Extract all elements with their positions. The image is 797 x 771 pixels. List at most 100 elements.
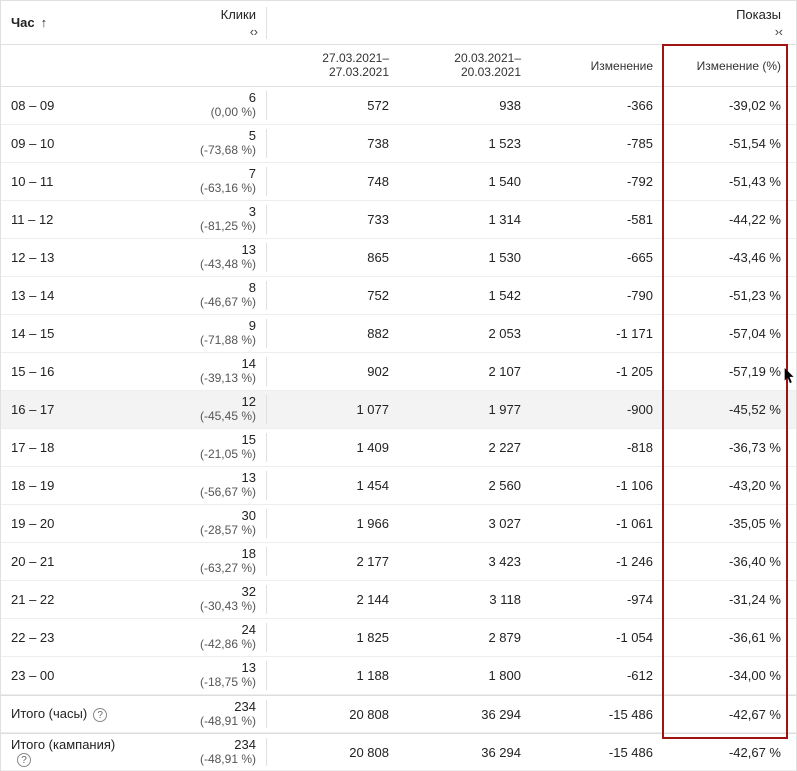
col-header-diff[interactable]: Изменение xyxy=(531,59,663,73)
total-label: Итого (часы)? xyxy=(1,706,139,722)
cell-diff: -818 xyxy=(531,440,663,455)
cell-time: 12 – 13 xyxy=(1,250,139,265)
cell-pct: -45,52 % xyxy=(663,402,791,417)
cell-pct: -39,02 % xyxy=(663,98,791,113)
cell-period1: 882 xyxy=(267,326,399,341)
cell-period2: 1 542 xyxy=(399,288,531,303)
total-period1: 20 808 xyxy=(267,707,399,722)
cell-time: 18 – 19 xyxy=(1,478,139,493)
collapse-icon[interactable]: › ‹ xyxy=(775,24,781,39)
cell-pct: -35,05 % xyxy=(663,516,791,531)
table-row[interactable]: 11 – 123(-81,25 %)7331 314-581-44,22 % xyxy=(1,201,796,239)
table-row[interactable]: 22 – 2324(-42,86 %)1 8252 879-1 054-36,6… xyxy=(1,619,796,657)
cell-period1: 738 xyxy=(267,136,399,151)
table-row[interactable]: 17 – 1815(-21,05 %)1 4092 227-818-36,73 … xyxy=(1,429,796,467)
cell-clicks: 30(-28,57 %) xyxy=(139,509,267,538)
cell-period2: 2 107 xyxy=(399,364,531,379)
cell-clicks: 3(-81,25 %) xyxy=(139,205,267,234)
cell-period2: 1 523 xyxy=(399,136,531,151)
table-row[interactable]: 19 – 2030(-28,57 %)1 9663 027-1 061-35,0… xyxy=(1,505,796,543)
impressions-label: Показы xyxy=(736,7,781,22)
table-row[interactable]: 09 – 105(-73,68 %)7381 523-785-51,54 % xyxy=(1,125,796,163)
table-row[interactable]: 14 – 159(-71,88 %)8822 053-1 171-57,04 % xyxy=(1,315,796,353)
table-row[interactable]: 21 – 2232(-30,43 %)2 1443 118-974-31,24 … xyxy=(1,581,796,619)
header-row-main: Час ↑ Клики ‹ › Показы › ‹ xyxy=(1,1,796,45)
table-row[interactable]: 20 – 2118(-63,27 %)2 1773 423-1 246-36,4… xyxy=(1,543,796,581)
cell-pct: -36,61 % xyxy=(663,630,791,645)
cell-pct: -57,19 % xyxy=(663,364,791,379)
cell-pct: -51,23 % xyxy=(663,288,791,303)
cell-clicks: 9(-71,88 %) xyxy=(139,319,267,348)
cell-clicks: 32(-30,43 %) xyxy=(139,585,267,614)
cell-period2: 3 423 xyxy=(399,554,531,569)
cell-time: 14 – 15 xyxy=(1,326,139,341)
total-period2: 36 294 xyxy=(399,745,531,760)
table-row[interactable]: 15 – 1614(-39,13 %)9022 107-1 205-57,19 … xyxy=(1,353,796,391)
cell-period2: 2 879 xyxy=(399,630,531,645)
help-icon[interactable]: ? xyxy=(17,753,31,767)
cell-diff: -790 xyxy=(531,288,663,303)
table-row[interactable]: 23 – 0013(-18,75 %)1 1881 800-612-34,00 … xyxy=(1,657,796,695)
cell-period1: 2 177 xyxy=(267,554,399,569)
sort-asc-icon: ↑ xyxy=(41,15,48,30)
col-header-pct[interactable]: Изменение (%) xyxy=(663,59,791,73)
cell-period1: 1 825 xyxy=(267,630,399,645)
cell-diff: -1 054 xyxy=(531,630,663,645)
totals-container: Итого (часы)?234(-48,91 %)20 80836 294-1… xyxy=(1,695,796,771)
cell-period1: 865 xyxy=(267,250,399,265)
report-table: Час ↑ Клики ‹ › Показы › ‹ 27.03.2021– 2… xyxy=(0,0,797,771)
cell-pct: -36,73 % xyxy=(663,440,791,455)
total-label: Итого (кампания)? xyxy=(1,737,139,768)
table-row[interactable]: 16 – 1712(-45,45 %)1 0771 977-900-45,52 … xyxy=(1,391,796,429)
cell-pct: -44,22 % xyxy=(663,212,791,227)
cell-period2: 2 227 xyxy=(399,440,531,455)
cell-clicks: 13(-43,48 %) xyxy=(139,243,267,272)
cell-diff: -1 061 xyxy=(531,516,663,531)
rows-container: 08 – 096(0,00 %)572938-366-39,02 %09 – 1… xyxy=(1,87,796,695)
total-row[interactable]: Итого (часы)?234(-48,91 %)20 80836 294-1… xyxy=(1,695,796,733)
help-icon[interactable]: ? xyxy=(93,708,107,722)
cell-period2: 1 977 xyxy=(399,402,531,417)
cell-pct: -34,00 % xyxy=(663,668,791,683)
col-header-impressions-group[interactable]: Показы › ‹ xyxy=(267,7,791,39)
cell-clicks: 6(0,00 %) xyxy=(139,91,267,120)
cell-diff: -785 xyxy=(531,136,663,151)
cell-time: 20 – 21 xyxy=(1,554,139,569)
total-pct: -42,67 % xyxy=(663,745,791,760)
cell-period1: 752 xyxy=(267,288,399,303)
cell-pct: -36,40 % xyxy=(663,554,791,569)
cell-period2: 2 053 xyxy=(399,326,531,341)
cell-diff: -792 xyxy=(531,174,663,189)
col-header-clicks[interactable]: Клики ‹ › xyxy=(139,7,267,39)
total-diff: -15 486 xyxy=(531,707,663,722)
cell-clicks: 13(-56,67 %) xyxy=(139,471,267,500)
cell-pct: -51,43 % xyxy=(663,174,791,189)
total-period1: 20 808 xyxy=(267,745,399,760)
total-row[interactable]: Итого (кампания)?234(-48,91 %)20 80836 2… xyxy=(1,733,796,771)
mouse-cursor-icon xyxy=(784,368,796,384)
cell-period1: 1 188 xyxy=(267,668,399,683)
expand-icon[interactable]: ‹ › xyxy=(149,24,256,39)
table-row[interactable]: 18 – 1913(-56,67 %)1 4542 560-1 106-43,2… xyxy=(1,467,796,505)
cell-pct: -31,24 % xyxy=(663,592,791,607)
table-row[interactable]: 10 – 117(-63,16 %)7481 540-792-51,43 % xyxy=(1,163,796,201)
cell-period1: 748 xyxy=(267,174,399,189)
cell-clicks: 7(-63,16 %) xyxy=(139,167,267,196)
table-row[interactable]: 12 – 1313(-43,48 %)8651 530-665-43,46 % xyxy=(1,239,796,277)
table-row[interactable]: 08 – 096(0,00 %)572938-366-39,02 % xyxy=(1,87,796,125)
cell-period2: 3 027 xyxy=(399,516,531,531)
total-clicks: 234(-48,91 %) xyxy=(139,700,267,729)
cell-period1: 1 454 xyxy=(267,478,399,493)
col-header-period2[interactable]: 20.03.2021– 20.03.2021 xyxy=(399,52,531,80)
cell-clicks: 24(-42,86 %) xyxy=(139,623,267,652)
table-row[interactable]: 13 – 148(-46,67 %)7521 542-790-51,23 % xyxy=(1,277,796,315)
cell-diff: -974 xyxy=(531,592,663,607)
cell-clicks: 18(-63,27 %) xyxy=(139,547,267,576)
col-header-period1[interactable]: 27.03.2021– 27.03.2021 xyxy=(267,52,399,80)
cell-diff: -665 xyxy=(531,250,663,265)
col-header-time[interactable]: Час ↑ xyxy=(1,15,139,30)
cell-time: 19 – 20 xyxy=(1,516,139,531)
cell-time: 09 – 10 xyxy=(1,136,139,151)
header-row-sub: 27.03.2021– 27.03.2021 20.03.2021– 20.03… xyxy=(1,45,796,87)
cell-diff: -1 246 xyxy=(531,554,663,569)
